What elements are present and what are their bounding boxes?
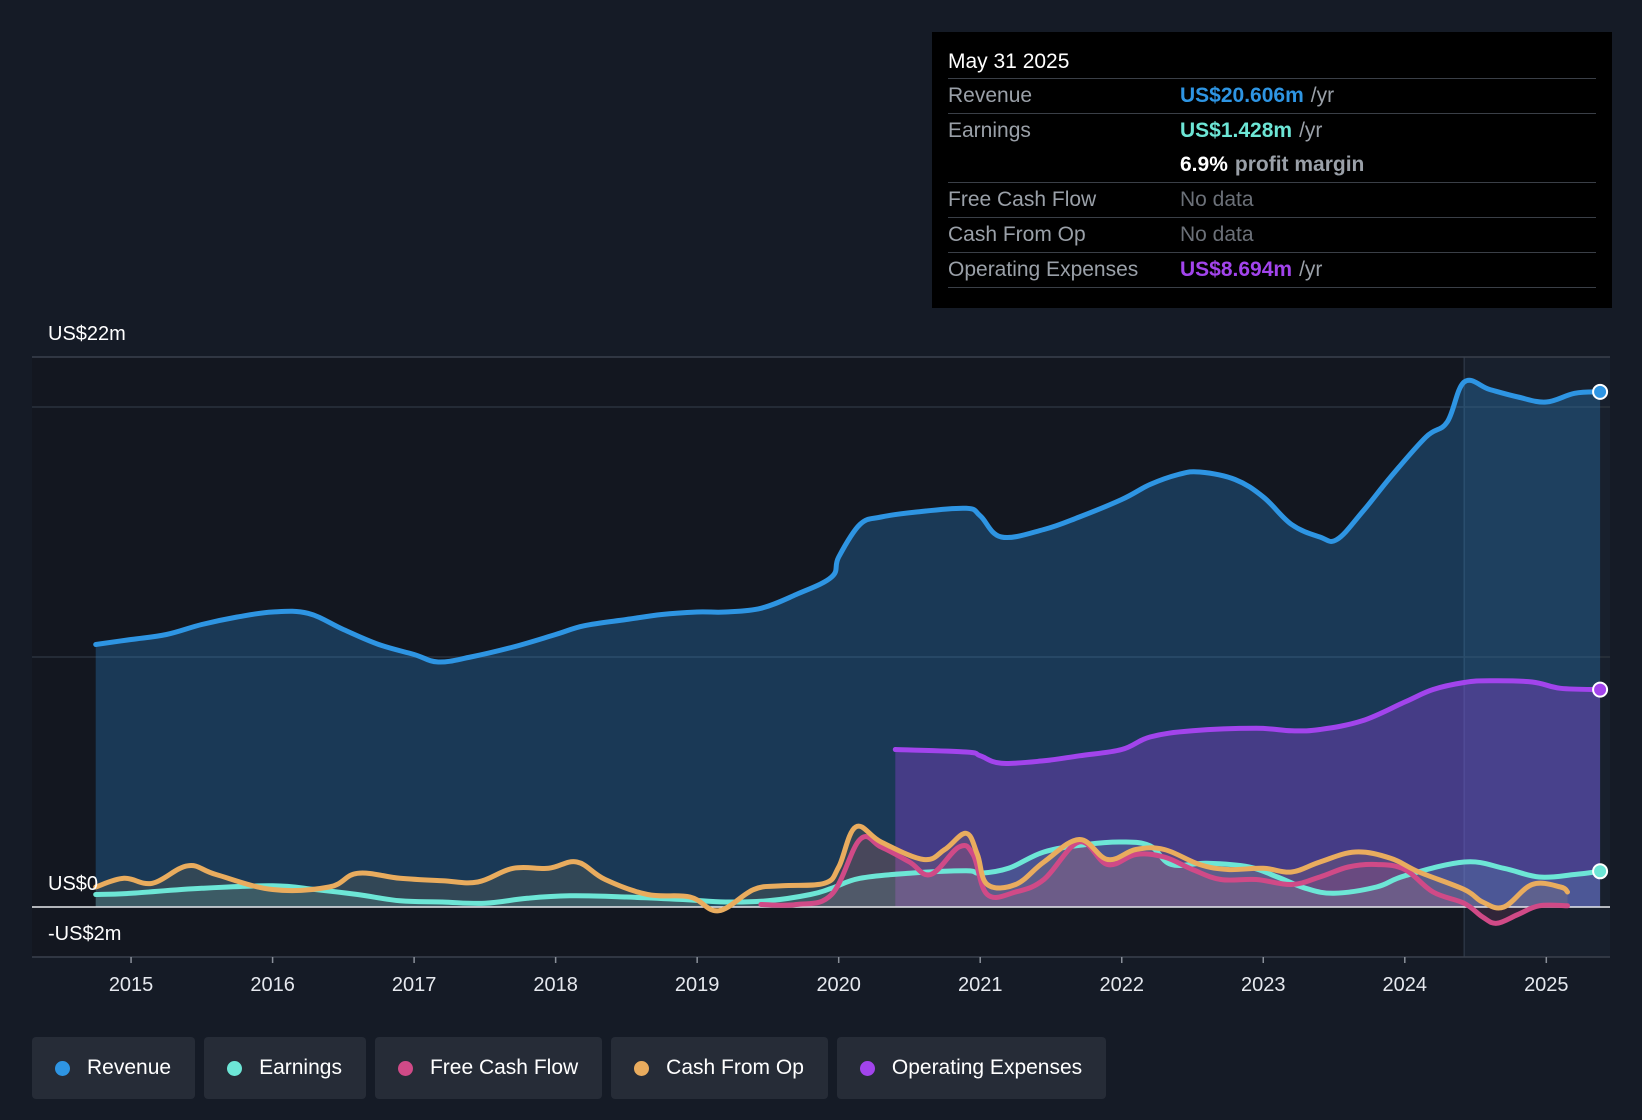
tooltip-earnings-label: Earnings	[948, 119, 1031, 142]
tooltip-row-cfo: Cash From Op No data	[948, 218, 1596, 253]
legend-item-operating-expenses[interactable]: Operating Expenses	[836, 1037, 1107, 1099]
tooltip-opex-label: Operating Expenses	[948, 258, 1139, 281]
tooltip-panel: May 31 2025 Revenue US$20.606m/yr Earnin…	[932, 32, 1612, 308]
tooltip-fcf-label: Free Cash Flow	[948, 188, 1097, 211]
x-tick-label-2017: 2017	[392, 974, 437, 996]
tooltip-revenue-unit: /yr	[1310, 84, 1335, 107]
legend-item-free-cash-flow[interactable]: Free Cash Flow	[374, 1037, 603, 1099]
legend-item-earnings[interactable]: Earnings	[204, 1037, 366, 1099]
tooltip-margin-value: 6.9%	[1180, 153, 1228, 176]
legend-label-revenue: Revenue	[87, 1056, 172, 1079]
legend-label-operating-expenses: Operating Expenses	[891, 1056, 1083, 1079]
line-cash-from-op	[93, 823, 1570, 914]
line-revenue	[93, 377, 1603, 665]
x-tick-label-2015: 2015	[109, 974, 154, 996]
tooltip-row-margin: 6.9% profit margin	[948, 148, 1596, 183]
tooltip-revenue-value: US$20.606m	[1180, 84, 1304, 107]
x-tick-label-2023: 2023	[1241, 974, 1286, 996]
line-operating-expenses	[892, 678, 1603, 766]
legend-label-earnings: Earnings	[259, 1056, 342, 1079]
x-tick-label-2018: 2018	[533, 974, 578, 996]
tooltip-row-fcf: Free Cash Flow No data	[948, 183, 1596, 218]
x-tick-label-2025: 2025	[1524, 974, 1569, 996]
legend-dot-earnings-icon	[227, 1060, 243, 1076]
legend-label-cash-from-op: Cash From Op	[666, 1056, 804, 1079]
x-tick-label-2024: 2024	[1383, 974, 1428, 996]
legend-dot-cash-from-op-icon	[634, 1060, 650, 1076]
tooltip-fcf-value: No data	[1180, 188, 1254, 211]
x-tick-label-2021: 2021	[958, 974, 1003, 996]
tooltip-opex-unit: /yr	[1299, 258, 1323, 281]
legend-dot-revenue-icon	[55, 1060, 70, 1076]
tooltip-date: May 31 2025	[948, 46, 1596, 79]
tooltip-row-revenue: Revenue US$20.606m/yr	[948, 79, 1596, 114]
tooltip-margin-label: profit margin	[1234, 153, 1365, 176]
area-free-cash-flow	[760, 836, 1568, 924]
area-cash-from-op	[95, 826, 1568, 911]
legend-dot-free-cash-flow-icon	[397, 1060, 413, 1076]
y-label-zero: US$0	[48, 873, 98, 895]
area-revenue	[95, 380, 1601, 907]
end-marker-revenue	[1592, 383, 1609, 400]
y-label-top: US$22m	[48, 323, 126, 345]
legend-dot-operating-expenses-icon	[859, 1060, 875, 1076]
tooltip-cfo-label: Cash From Op	[948, 223, 1086, 246]
tooltip-revenue-label: Revenue	[948, 84, 1033, 107]
x-tick-label-2016: 2016	[250, 974, 295, 996]
x-tick-label-2022: 2022	[1099, 974, 1144, 996]
x-tick-label-2020: 2020	[816, 974, 861, 996]
x-tick-label-2019: 2019	[675, 974, 720, 996]
tooltip-cfo-value: No data	[1180, 223, 1254, 246]
tooltip-earnings-unit: /yr	[1299, 119, 1323, 142]
tooltip-row-earnings: Earnings US$1.428m/yr	[948, 114, 1596, 148]
tooltip-opex-value: US$8.694m	[1180, 258, 1293, 281]
end-marker-earnings	[1592, 863, 1609, 880]
legend-item-cash-from-op[interactable]: Cash From Op	[611, 1037, 828, 1099]
legend-label-free-cash-flow: Free Cash Flow	[429, 1056, 579, 1079]
legend: Revenue Earnings Free Cash Flow Cash Fro…	[32, 1037, 1107, 1099]
line-earnings	[93, 839, 1603, 906]
area-earnings	[95, 841, 1601, 907]
line-free-cash-flow	[758, 834, 1570, 926]
tooltip-earnings-value: US$1.428m	[1180, 119, 1293, 142]
tooltip-row-opex: Operating Expenses US$8.694m/yr	[948, 253, 1596, 288]
y-label-bottom: -US$2m	[48, 923, 121, 945]
legend-item-revenue[interactable]: Revenue	[32, 1037, 196, 1099]
end-marker-operating-expenses	[1592, 681, 1609, 698]
